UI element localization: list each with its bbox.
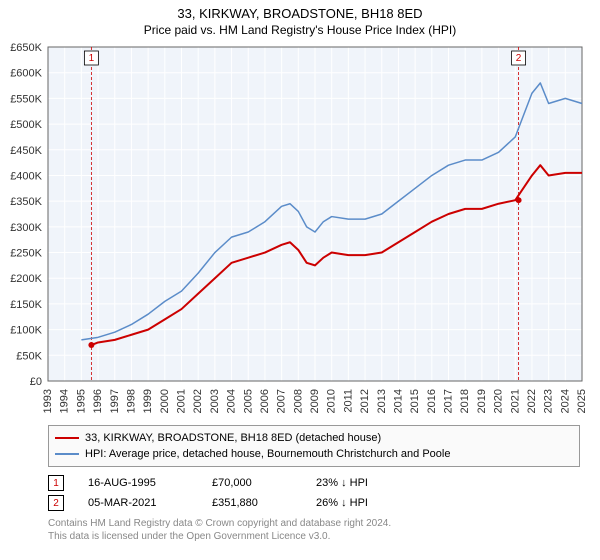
svg-text:2017: 2017 [443, 389, 455, 413]
transaction-price: £351,880 [212, 497, 292, 509]
transaction-row: 1 16-AUG-1995 £70,000 23% ↓ HPI [48, 473, 580, 493]
svg-text:2023: 2023 [543, 389, 555, 413]
svg-text:1996: 1996 [92, 389, 104, 413]
svg-text:2001: 2001 [176, 389, 188, 413]
transaction-price: £70,000 [212, 477, 292, 489]
svg-text:1995: 1995 [75, 389, 87, 413]
svg-text:2015: 2015 [409, 389, 421, 413]
svg-text:£400K: £400K [10, 170, 42, 182]
legend-row: HPI: Average price, detached house, Bour… [55, 446, 573, 462]
svg-text:£350K: £350K [10, 196, 42, 208]
footer-line2: This data is licensed under the Open Gov… [48, 530, 580, 543]
svg-text:2024: 2024 [559, 389, 571, 413]
svg-text:2013: 2013 [376, 389, 388, 413]
svg-text:1993: 1993 [42, 389, 54, 413]
legend-label: 33, KIRKWAY, BROADSTONE, BH18 8ED (detac… [85, 432, 381, 444]
footer-attribution: Contains HM Land Registry data © Crown c… [48, 517, 580, 543]
transaction-row: 2 05-MAR-2021 £351,880 26% ↓ HPI [48, 493, 580, 513]
svg-text:2007: 2007 [276, 389, 288, 413]
svg-text:2025: 2025 [576, 389, 588, 413]
svg-text:2002: 2002 [192, 389, 204, 413]
legend-swatch [55, 437, 79, 439]
chart-title-main: 33, KIRKWAY, BROADSTONE, BH18 8ED [0, 6, 600, 21]
svg-text:2006: 2006 [259, 389, 271, 413]
svg-text:2019: 2019 [476, 389, 488, 413]
svg-text:1999: 1999 [142, 389, 154, 413]
transaction-date: 05-MAR-2021 [88, 497, 188, 509]
svg-text:1: 1 [89, 53, 95, 64]
price-chart: £0 £50K £100K £150K £200K £250K £300K £350K £400… [0, 41, 600, 421]
svg-text:£50K: £50K [16, 350, 42, 362]
svg-text:2022: 2022 [526, 389, 538, 413]
svg-text:£500K: £500K [10, 119, 42, 131]
svg-text:2014: 2014 [392, 389, 404, 413]
legend: 33, KIRKWAY, BROADSTONE, BH18 8ED (detac… [48, 425, 580, 467]
svg-text:2005: 2005 [242, 389, 254, 413]
transaction-marker: 2 [48, 495, 64, 511]
svg-text:2016: 2016 [426, 389, 438, 413]
svg-text:£0: £0 [30, 376, 42, 388]
svg-text:£600K: £600K [10, 68, 42, 80]
svg-text:2009: 2009 [309, 389, 321, 413]
svg-text:2018: 2018 [459, 389, 471, 413]
svg-text:£300K: £300K [10, 222, 42, 234]
svg-text:£650K: £650K [10, 42, 42, 54]
svg-text:2020: 2020 [493, 389, 505, 413]
svg-text:2008: 2008 [292, 389, 304, 413]
svg-text:1994: 1994 [59, 389, 71, 413]
svg-text:2012: 2012 [359, 389, 371, 413]
svg-text:2: 2 [516, 53, 522, 64]
svg-text:£550K: £550K [10, 93, 42, 105]
svg-text:2000: 2000 [159, 389, 171, 413]
svg-text:2011: 2011 [342, 389, 354, 413]
chart-title-block: 33, KIRKWAY, BROADSTONE, BH18 8ED Price … [0, 0, 600, 37]
transaction-table: 1 16-AUG-1995 £70,000 23% ↓ HPI 2 05-MAR-2021… [48, 473, 580, 513]
svg-text:1997: 1997 [109, 389, 121, 413]
legend-row: 33, KIRKWAY, BROADSTONE, BH18 8ED (detac… [55, 430, 573, 446]
chart-title-sub: Price paid vs. HM Land Registry's House … [0, 23, 600, 37]
legend-swatch [55, 453, 79, 455]
svg-text:2003: 2003 [209, 389, 221, 413]
transaction-marker: 1 [48, 475, 64, 491]
svg-text:2004: 2004 [226, 389, 238, 413]
svg-text:2010: 2010 [326, 389, 338, 413]
transaction-diff: 23% ↓ HPI [316, 477, 406, 489]
svg-text:£150K: £150K [10, 299, 42, 311]
transaction-diff: 26% ↓ HPI [316, 497, 406, 509]
legend-label: HPI: Average price, detached house, Bour… [85, 448, 450, 460]
footer-line1: Contains HM Land Registry data © Crown c… [48, 517, 580, 530]
svg-text:1998: 1998 [125, 389, 137, 413]
svg-text:£250K: £250K [10, 248, 42, 260]
svg-text:£200K: £200K [10, 273, 42, 285]
svg-text:£450K: £450K [10, 145, 42, 157]
chart-container: £0 £50K £100K £150K £200K £250K £300K £350K £400… [0, 41, 600, 421]
svg-text:£100K: £100K [10, 325, 42, 337]
svg-text:2021: 2021 [509, 389, 521, 413]
transaction-date: 16-AUG-1995 [88, 477, 188, 489]
